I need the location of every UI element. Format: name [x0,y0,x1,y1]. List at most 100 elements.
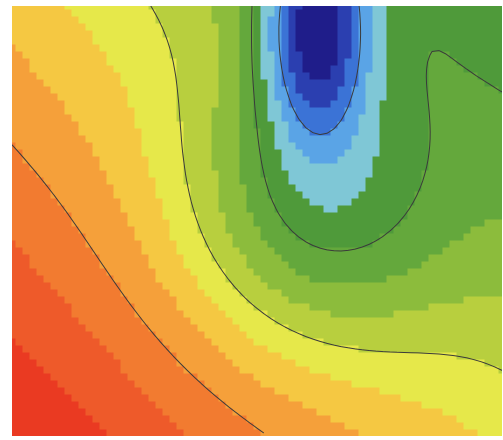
contour-cell [92,387,101,396]
contour-cell [414,240,423,249]
contour-cell [15,86,24,95]
contour-cell [204,254,213,263]
contour-cell [29,51,38,60]
contour-cell [113,275,122,284]
contour-cell [358,149,367,158]
contour-cell [99,93,108,102]
contour-cell [190,247,199,256]
contour-cell [288,303,297,312]
contour-cell [421,233,430,242]
contour-cell [85,422,94,431]
contour-cell [239,212,248,221]
contour-cell [134,289,143,298]
contour-cell [477,23,486,32]
contour-cell [141,184,150,193]
contour-cell [50,422,59,431]
contour-cell [295,86,304,95]
contour-cell [281,380,290,389]
contour-cell [330,142,339,151]
contour-cell [246,128,255,137]
contour-cell [351,254,360,263]
contour-cell [407,212,416,221]
contour-cell [337,401,346,410]
contour-cell [183,100,192,109]
contour-cell [400,51,409,60]
contour-cell [190,317,199,326]
contour-cell [78,324,87,333]
contour-cell [134,44,143,53]
contour-cell [57,338,66,347]
contour-cell [379,58,388,67]
contour-cell [99,16,108,25]
contour-cell [12,429,17,436]
contour-cell [99,310,108,319]
contour-cell [92,121,101,130]
contour-cell [225,338,234,347]
contour-cell [148,107,157,116]
contour-cell [120,198,129,207]
contour-cell [148,296,157,305]
contour-cell [449,114,458,123]
contour-cell [225,184,234,193]
contour-cell [344,387,353,396]
contour-cell [85,128,94,137]
contour-cell [183,6,192,11]
contour-cell [12,212,17,221]
contour-cell [498,65,502,74]
contour-cell [120,345,129,354]
contour-cell [183,58,192,67]
contour-cell [281,212,290,221]
contour-cell [498,422,502,431]
contour-cell [246,107,255,116]
contour-cell [267,30,276,39]
contour-cell [414,380,423,389]
contour-cell [288,338,297,347]
contour-cell [267,352,276,361]
contour-cell [442,331,451,340]
contour-cell [344,324,353,333]
contour-cell [470,93,479,102]
contour-cell [260,289,269,298]
contour-cell [134,191,143,200]
contour-cell [365,58,374,67]
contour-cell [43,408,52,417]
contour-cell [155,429,164,436]
contour-cell [92,135,101,144]
contour-cell [484,373,493,382]
contour-cell [302,51,311,60]
contour-cell [365,198,374,207]
contour-cell [491,429,500,436]
contour-cell [421,114,430,123]
contour-cell [428,184,437,193]
contour-cell [267,226,276,235]
contour-cell [43,23,52,32]
contour-line [278,6,362,136]
contour-cell [477,79,486,88]
contour-cell [372,422,381,431]
contour-cell [211,93,220,102]
contour-cell [477,366,486,375]
contour-cell [365,408,374,417]
contour-cell [267,275,276,284]
contour-cell [309,261,318,270]
contour-cell [470,415,479,424]
contour-cell [64,429,73,436]
contour-cell [211,9,220,18]
contour-cell [71,30,80,39]
contour-cell [491,107,500,116]
contour-cell [141,212,150,221]
contour-cell [99,345,108,354]
contour-cell [267,93,276,102]
contour-cell [414,408,423,417]
contour-cell [106,23,115,32]
contour-cell [288,37,297,46]
contour-cell [57,142,66,151]
contour-cell [204,373,213,382]
contour-cell [344,289,353,298]
contour-cell [470,100,479,109]
contour-cell [442,58,451,67]
contour-cell [309,9,318,18]
contour-cell [365,65,374,74]
contour-cell [365,79,374,88]
contour-cell [316,51,325,60]
